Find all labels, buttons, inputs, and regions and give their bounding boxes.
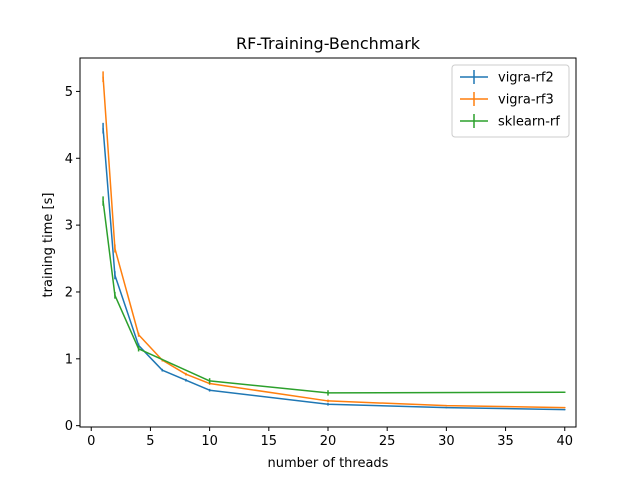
y-tick-label: 3 (65, 219, 73, 234)
series-vigra-rf3 (102, 71, 566, 409)
legend-item: vigra-rf2 (460, 70, 554, 86)
x-tick-label: 35 (497, 434, 514, 449)
legend-label: vigra-rf2 (498, 71, 554, 86)
x-tick-label: 30 (438, 434, 455, 449)
x-tick-label: 15 (261, 434, 278, 449)
x-tick-label: 25 (379, 434, 396, 449)
legend-box (451, 64, 570, 138)
series-vigra-rf2 (102, 122, 566, 411)
x-tick-label: 10 (201, 434, 218, 449)
series-line (102, 128, 565, 411)
y-axis: 0 1 2 3 4 5 (65, 85, 80, 434)
y-tick-label: 1 (65, 352, 73, 367)
legend-label: sklearn-rf (498, 115, 560, 130)
x-tick-label: 20 (320, 434, 337, 449)
series-line (102, 200, 565, 394)
plot-area (102, 71, 566, 411)
x-tick-label: 0 (87, 434, 95, 449)
legend-item: sklearn-rf (460, 114, 560, 130)
x-axis: 0 5 10 15 20 25 30 35 40 (87, 427, 573, 449)
y-tick-label: 4 (65, 152, 73, 167)
legend: vigra-rf2 vigra-rf3 sklearn-rf (451, 64, 570, 138)
x-tick-label: 40 (556, 434, 573, 449)
y-axis-label: training time [s] (41, 193, 56, 298)
chart-title: RF-Training-Benchmark (236, 34, 421, 53)
y-tick-label: 0 (65, 419, 73, 434)
legend-item: vigra-rf3 (460, 92, 554, 108)
legend-label: vigra-rf3 (498, 93, 554, 108)
y-tick-label: 2 (65, 285, 73, 300)
series-sklearn-rf (102, 196, 566, 396)
x-axis-label: number of threads (268, 456, 389, 471)
y-tick-label: 5 (65, 85, 73, 100)
x-tick-label: 5 (146, 434, 154, 449)
